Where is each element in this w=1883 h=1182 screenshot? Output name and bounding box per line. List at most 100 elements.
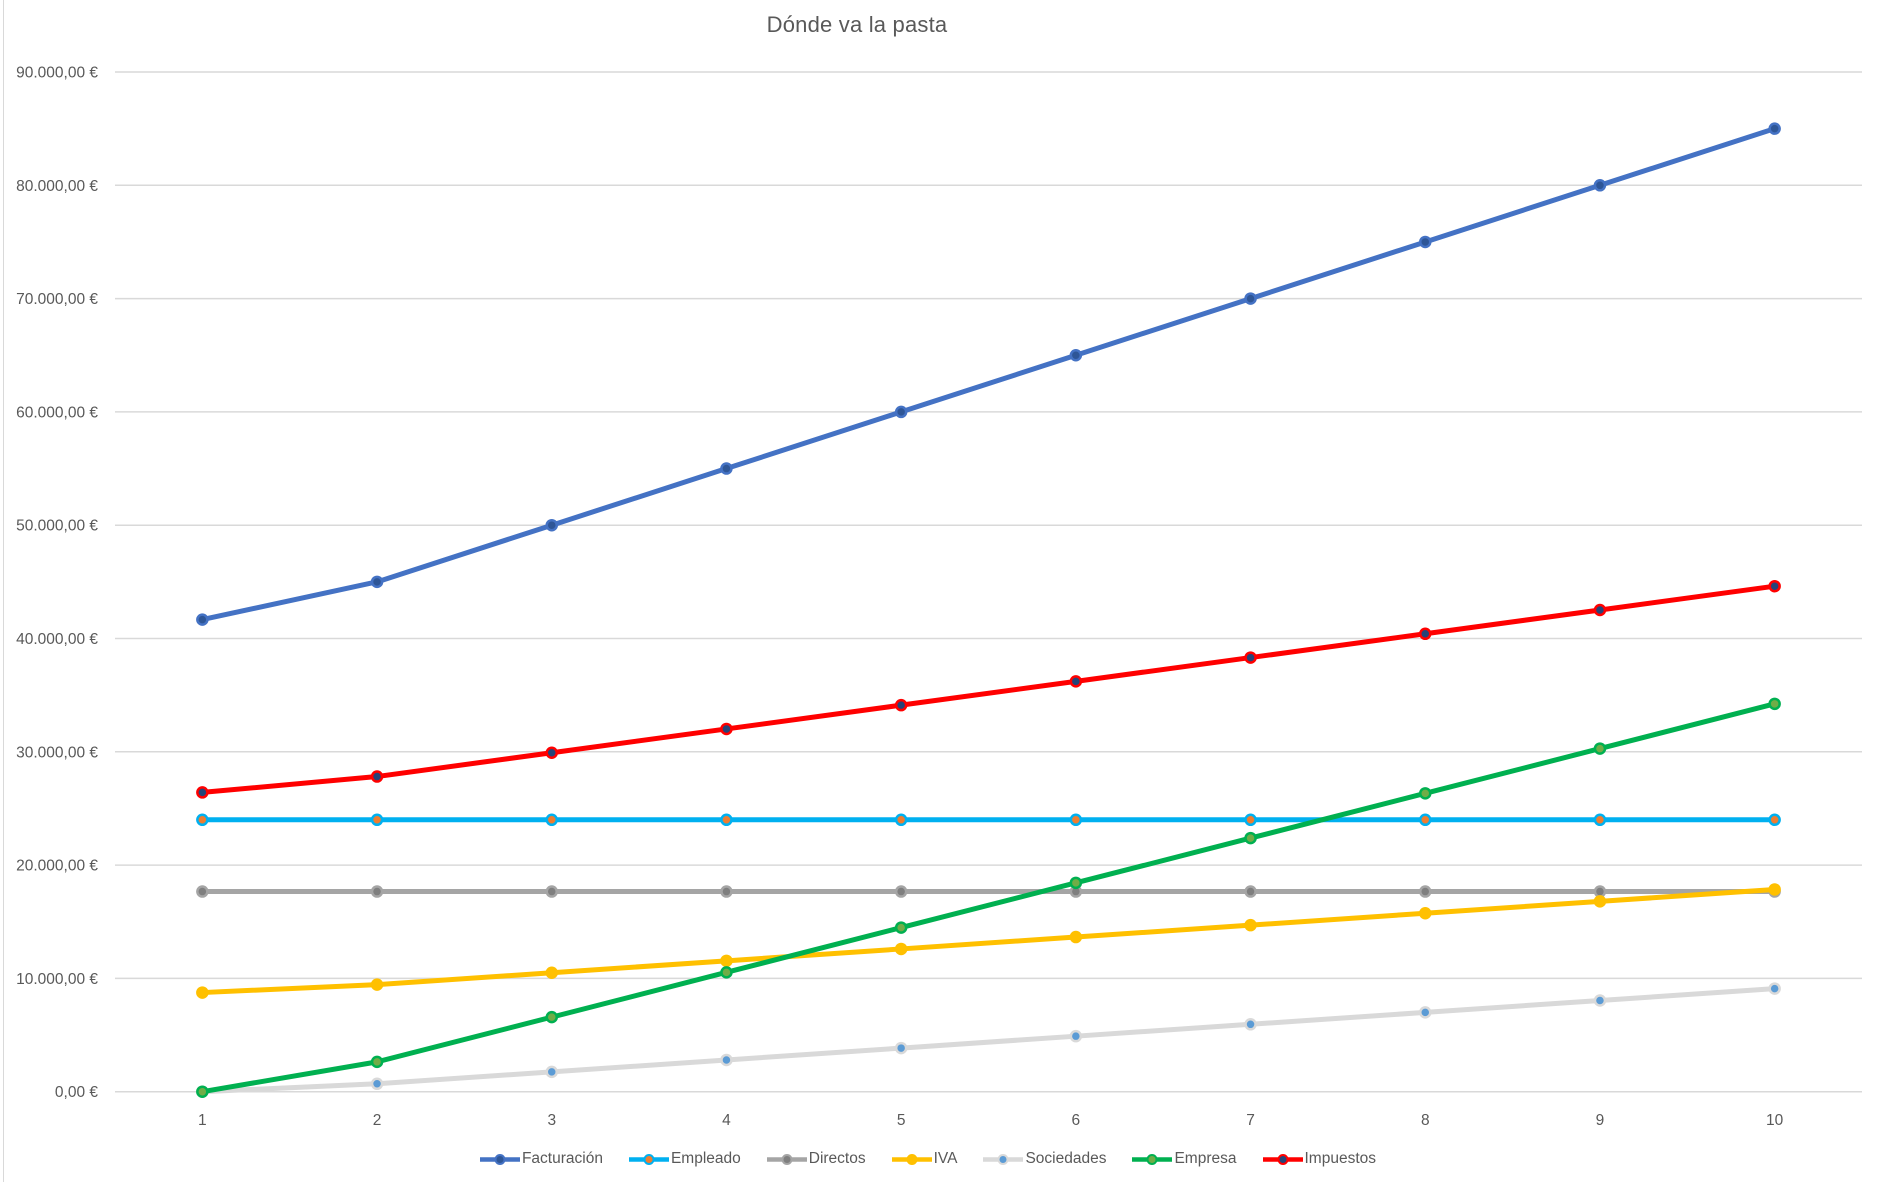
legend-item-empleado[interactable]: Empleado (628, 1150, 741, 1168)
y-axis-tick-label: 70.000,00 € (16, 291, 98, 308)
series-empresa[interactable] (196, 697, 1781, 1098)
series-directos[interactable] (196, 885, 1781, 898)
x-axis-tick-label: 6 (1072, 1112, 1081, 1129)
data-point (894, 885, 908, 898)
data-point (545, 1065, 558, 1079)
data-point (720, 885, 733, 898)
data-point (1244, 918, 1257, 932)
data-point (545, 813, 558, 827)
data-point (894, 405, 908, 419)
legend-label: Sociedades (1025, 1150, 1107, 1168)
series-sociedades[interactable] (196, 982, 1781, 1098)
data-point (545, 966, 558, 979)
data-point (1419, 885, 1432, 898)
y-axis-tick-label: 90.000,00 € (16, 65, 98, 82)
y-axis-tick-label: 40.000,00 € (16, 631, 98, 648)
data-point (1419, 627, 1432, 641)
y-axis-tick-label: 30.000,00 € (16, 744, 98, 761)
data-point (545, 518, 558, 532)
legend-item-facturación[interactable]: Facturación (479, 1150, 603, 1168)
data-point (370, 885, 384, 898)
chart-title: Dónde va la pasta (766, 12, 948, 37)
data-point (370, 1055, 384, 1069)
data-point (894, 921, 908, 934)
data-point (1593, 885, 1607, 898)
data-point (370, 1077, 384, 1091)
x-axis-tick-label: 7 (1246, 1112, 1255, 1129)
data-point (1069, 675, 1083, 688)
data-point (894, 813, 908, 827)
data-point (1069, 1029, 1083, 1043)
x-axis-tick-label: 10 (1766, 1112, 1784, 1129)
series-impuestos[interactable] (196, 579, 1781, 799)
legend-line-marker-icon (766, 1153, 807, 1165)
data-point (1069, 813, 1083, 827)
data-point (196, 1085, 209, 1098)
data-point (720, 722, 733, 736)
legend-label: Empresa (1174, 1150, 1237, 1168)
y-axis-tick-label: 50.000,00 € (16, 518, 98, 535)
data-point (1593, 603, 1607, 617)
data-point (1419, 1006, 1432, 1019)
plot-area: 0,00 € 10.000,00 € 20.000,00 € 30.000,00 € 4… (16, 65, 1862, 1129)
data-point (370, 770, 384, 783)
data-point (720, 966, 733, 979)
data-point (1768, 122, 1781, 135)
data-point (1419, 787, 1432, 800)
legend-label: Directos (808, 1150, 866, 1168)
data-point (1768, 883, 1781, 896)
legend-item-iva[interactable]: IVA (891, 1150, 958, 1168)
y-axis-tick-label: 0,00 € (55, 1084, 98, 1101)
data-point (1768, 813, 1781, 827)
data-point (196, 813, 209, 827)
data-point (1069, 930, 1083, 944)
legend-line-marker-icon (983, 1153, 1024, 1165)
data-point (720, 1053, 733, 1067)
y-axis-tick-label: 20.000,00 € (16, 858, 98, 875)
legend-line-marker-icon (1132, 1153, 1173, 1165)
legend-label: Facturación (521, 1150, 603, 1168)
x-axis-tick-label: 9 (1596, 1112, 1605, 1129)
data-point (1593, 895, 1607, 908)
data-point (1244, 831, 1257, 845)
data-point (196, 885, 209, 898)
data-point (894, 698, 908, 712)
x-axis-tick-label: 8 (1421, 1112, 1430, 1129)
x-axis-tick-label: 3 (547, 1112, 556, 1129)
data-point (1593, 813, 1607, 827)
legend-item-directos[interactable]: Directos (766, 1150, 866, 1168)
legend-item-impuestos[interactable]: Impuestos (1262, 1150, 1377, 1168)
data-point (196, 986, 209, 999)
data-point (1244, 885, 1257, 898)
data-point (545, 746, 558, 759)
data-point (894, 1041, 908, 1055)
x-axis-tick-label: 4 (722, 1112, 731, 1129)
data-point (1419, 907, 1432, 920)
data-point (1593, 742, 1607, 755)
legend-label: Impuestos (1304, 1150, 1377, 1168)
data-point (1069, 349, 1083, 362)
data-point (720, 462, 733, 475)
data-point (894, 942, 908, 956)
legend-label: Empleado (670, 1150, 741, 1168)
legend-label: IVA (933, 1150, 958, 1168)
legend-line-marker-icon (891, 1153, 932, 1165)
data-point (370, 575, 384, 589)
series-iva[interactable] (196, 883, 1781, 999)
data-point (720, 954, 733, 968)
data-point (196, 613, 209, 626)
legend-item-empresa[interactable]: Empresa (1132, 1150, 1237, 1168)
data-point (1768, 982, 1781, 995)
legend-item-sociedades[interactable]: Sociedades (983, 1151, 1106, 1167)
series-facturación[interactable] (196, 122, 1781, 626)
y-axis-tick-label: 60.000,00 € (16, 404, 98, 421)
data-point (1244, 292, 1257, 305)
data-point (720, 813, 733, 827)
data-point (370, 978, 384, 991)
data-point (196, 786, 209, 799)
series-line (199, 886, 1778, 996)
series-line (199, 986, 1778, 1095)
series-empleado[interactable] (196, 813, 1781, 827)
data-point (370, 813, 384, 827)
